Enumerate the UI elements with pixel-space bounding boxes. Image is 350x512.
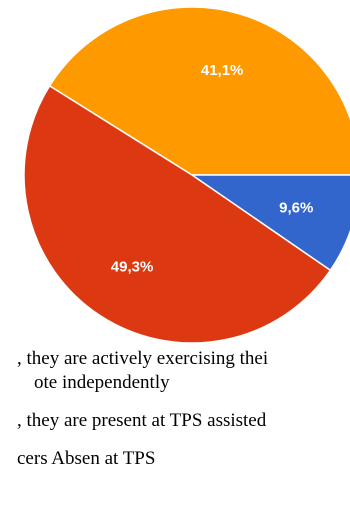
slice-label-1: 41,1%	[201, 62, 244, 79]
pie-slice-3	[23, 84, 332, 344]
legend-line-2: ote independently	[34, 372, 170, 393]
legend-line-3: , they are present at TPS assisted	[17, 410, 267, 431]
legend-line-1: , they are actively exercising thei	[17, 348, 269, 369]
pie-chart: 41,1% 9,6% 49,3%	[23, 6, 350, 344]
slice-label-3: 49,3%	[111, 258, 154, 275]
slice-label-2: 9,6%	[279, 199, 313, 216]
legend-line-4: cers Absen at TPS	[17, 448, 156, 469]
pie-slice-2	[189, 174, 350, 272]
